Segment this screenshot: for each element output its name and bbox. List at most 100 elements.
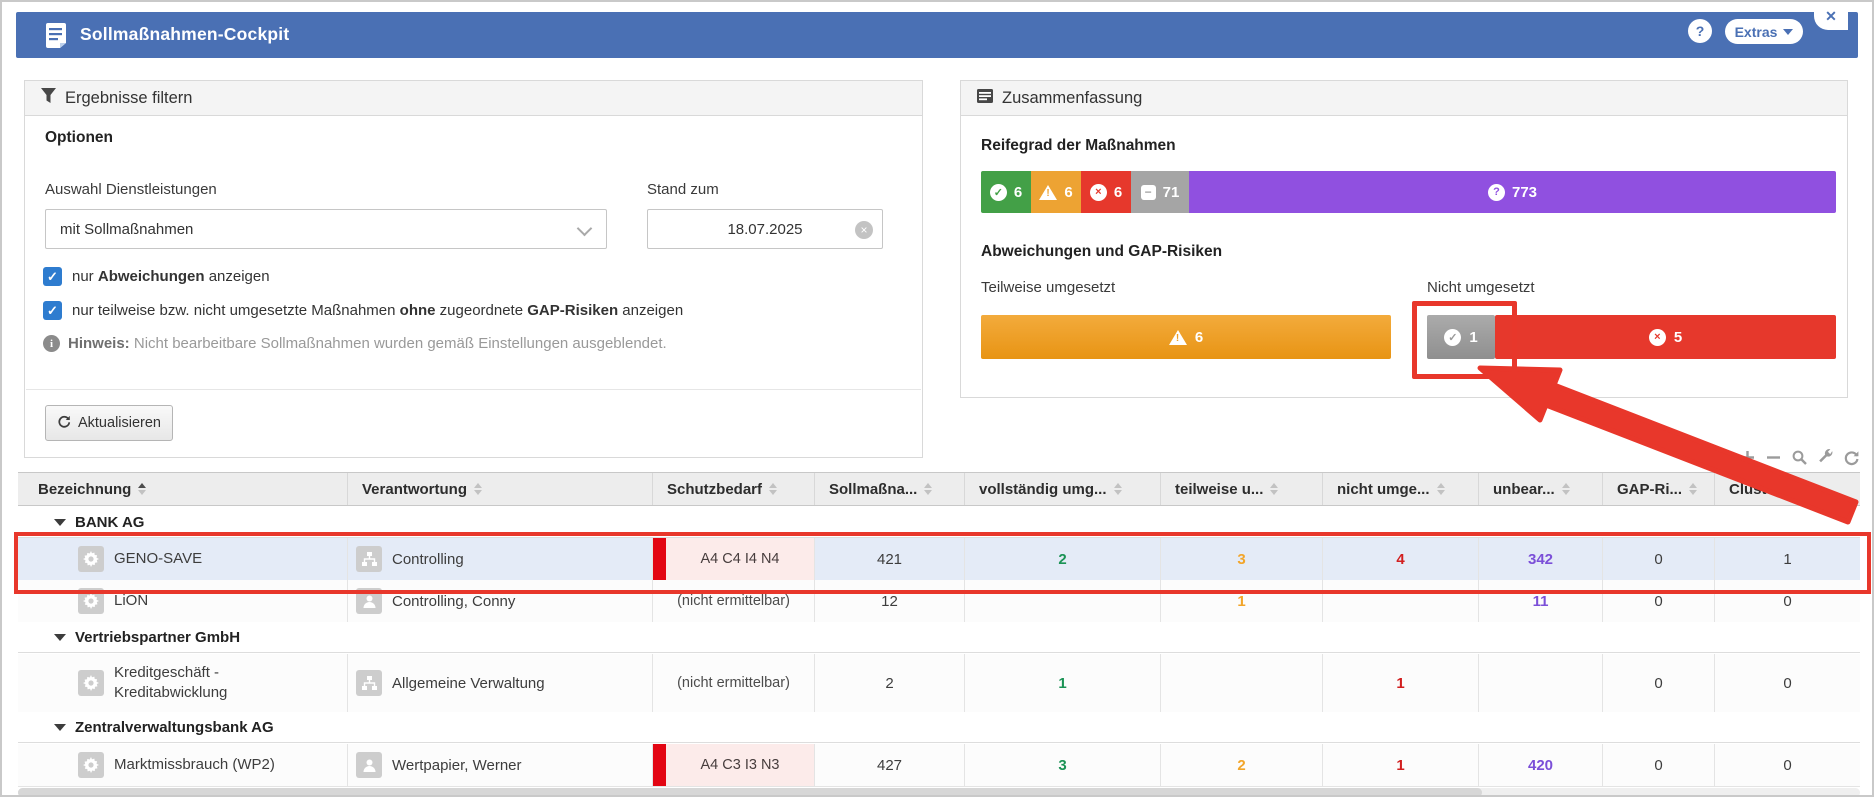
cell-gap-risiken: 0: [1602, 538, 1714, 580]
not-implemented-gray-button[interactable]: ✓ 1: [1427, 315, 1495, 359]
service-name: LiON: [114, 591, 149, 609]
cell-teilweise: 1: [1160, 580, 1322, 622]
group-row-zentralverwaltungsbank[interactable]: Zentralverwaltungsbank AG: [18, 712, 1860, 743]
filter-icon: [41, 88, 56, 108]
column-header-cluster[interactable]: Cluster-...: [1714, 473, 1860, 505]
cell-teilweise: [1160, 654, 1322, 712]
not-implemented-red-count: 5: [1673, 328, 1683, 346]
column-header-sollmassnahmen[interactable]: Sollmaßna...: [814, 473, 964, 505]
collapse-triangle-icon: [54, 633, 66, 641]
cell-nicht-umgesetzt: [1322, 580, 1478, 622]
warning-triangle-icon: !: [1039, 184, 1058, 200]
column-header-teilweise[interactable]: teilweise u...: [1160, 473, 1322, 505]
minus-icon[interactable]: [1765, 449, 1782, 466]
maturity-bar: ✓ 6 ! 6 × 6 − 71 ? 773: [981, 171, 1836, 213]
cell-gap-risiken: 0: [1602, 744, 1714, 786]
refresh-icon[interactable]: [1843, 449, 1860, 466]
cell-sollmassnahmen: 427: [814, 744, 964, 786]
service-name: GENO-SAVE: [114, 549, 203, 567]
sort-icon: [1689, 483, 1698, 495]
risk-strip: [653, 744, 666, 786]
maturity-partial-count: 6: [1064, 183, 1073, 201]
maturity-segment-partial[interactable]: ! 6: [1031, 171, 1081, 213]
collapse-triangle-icon: [54, 518, 66, 526]
not-implemented-gray-count: 1: [1469, 328, 1478, 346]
x-circle-icon: ×: [1089, 183, 1107, 201]
collapse-triangle-icon: [54, 723, 66, 731]
checkbox-checked-icon[interactable]: ✓: [43, 267, 62, 286]
service-name: Marktmissbrauch (WP2): [114, 755, 275, 773]
group-row-bank-ag[interactable]: BANK AG: [18, 507, 1860, 538]
filter-panel-header: Ergebnisse filtern: [25, 81, 922, 116]
wrench-icon[interactable]: [1817, 448, 1834, 466]
cell-unbearbeitet: [1478, 654, 1602, 712]
column-header-schutzbedarf[interactable]: Schutzbedarf: [652, 473, 814, 505]
close-button[interactable]: ✕: [1814, 2, 1848, 30]
service-select-value: mit Sollmaßnahmen: [60, 220, 194, 238]
refresh-button[interactable]: Aktualisieren: [45, 405, 173, 441]
gap-heading: Abweichungen und GAP-Risiken: [981, 243, 1223, 260]
cell-nicht-umgesetzt: 1: [1322, 654, 1478, 712]
maturity-segment-unprocessed[interactable]: ? 773: [1189, 171, 1836, 213]
responsible-name: Controlling: [392, 550, 464, 568]
chevron-down-icon: [1783, 28, 1794, 35]
date-field-label: Stand zum: [647, 181, 719, 198]
clear-date-icon[interactable]: ×: [855, 221, 873, 239]
table-row-marktmissbrauch[interactable]: Marktmissbrauch (WP2) Wertpapier, Werner…: [18, 744, 1860, 787]
checkbox-checked-icon[interactable]: ✓: [43, 301, 62, 320]
cell-teilweise: 2: [1160, 744, 1322, 786]
table-row-lion[interactable]: LiON Controlling, Conny (nicht ermittelb…: [18, 580, 1860, 623]
partial-count: 6: [1194, 328, 1204, 346]
table-row-geno-save[interactable]: GENO-SAVE Controlling A4 C4 I4 N4 421 2 …: [18, 538, 1860, 581]
summary-panel: Zusammenfassung Reifegrad der Maßnahmen …: [960, 80, 1848, 398]
partial-implemented-bar[interactable]: ! 6: [981, 315, 1391, 359]
plus-icon[interactable]: [1739, 449, 1756, 466]
sort-icon: [1561, 483, 1570, 495]
maturity-segment-complete[interactable]: ✓ 6: [981, 171, 1031, 213]
summary-icon: [977, 88, 993, 108]
cell-vollstaendig: 1: [964, 654, 1160, 712]
maturity-segment-not-implemented[interactable]: × 6: [1081, 171, 1131, 213]
date-input[interactable]: 18.07.2025 ×: [647, 209, 883, 249]
help-button[interactable]: ?: [1688, 19, 1712, 43]
checkbox-gap-risiken: ✓ nur teilweise bzw. nicht umgesetzte Ma…: [43, 301, 683, 320]
schutzbedarf-value: (nicht ermittelbar): [677, 675, 790, 691]
service-select[interactable]: mit Sollmaßnahmen: [45, 209, 607, 249]
cell-nicht-umgesetzt: 1: [1322, 744, 1478, 786]
cell-teilweise: 3: [1160, 538, 1322, 580]
org-chart-icon: [356, 546, 382, 572]
refresh-button-label: Aktualisieren: [77, 415, 161, 431]
column-header-gap-risiken[interactable]: GAP-Ri...: [1602, 473, 1714, 505]
column-header-verantwortung[interactable]: Verantwortung: [347, 473, 652, 505]
column-header-bezeichnung[interactable]: Bezeichnung: [18, 473, 347, 505]
schutzbedarf-flag: A4 C3 I3 N3: [653, 744, 814, 786]
column-header-nicht-umgesetzt[interactable]: nicht umge...: [1322, 473, 1478, 505]
scrollbar-thumb[interactable]: [18, 788, 1482, 795]
hint-row: i Hinweis: Nicht bearbeitbare Sollmaßnah…: [43, 335, 667, 352]
cell-gap-risiken: 0: [1602, 654, 1714, 712]
not-implemented-label: Nicht umgesetzt: [1427, 279, 1535, 296]
cell-sollmassnahmen: 2: [814, 654, 964, 712]
sort-icon: [474, 483, 483, 495]
extras-button[interactable]: Extras: [1725, 19, 1803, 44]
cell-unbearbeitet: 11: [1478, 580, 1602, 622]
table-row-kreditgeschaeft[interactable]: Kreditgeschäft - Kreditabwicklung Allgem…: [18, 654, 1860, 713]
minus-square-icon: −: [1140, 184, 1156, 200]
service-select-label: Auswahl Dienstleistungen: [45, 181, 217, 198]
not-implemented-red-bar[interactable]: × 5: [1495, 315, 1836, 359]
column-header-vollstaendig[interactable]: vollständig umg...: [964, 473, 1160, 505]
cell-vollstaendig: 2: [964, 538, 1160, 580]
service-name: Kreditgeschäft - Kreditabwicklung: [114, 663, 228, 701]
check-circle-icon: ✓: [1444, 328, 1462, 346]
horizontal-scrollbar[interactable]: [18, 788, 1860, 795]
page-title: Sollmaßnahmen-Cockpit: [80, 24, 290, 44]
risk-strip: [653, 538, 666, 580]
column-header-unbearbeitet[interactable]: unbear...: [1478, 473, 1602, 505]
cell-nicht-umgesetzt: 4: [1322, 538, 1478, 580]
table-header: Bezeichnung Verantwortung Schutzbedarf S…: [18, 472, 1860, 506]
group-row-vertriebspartner[interactable]: Vertriebspartner GmbH: [18, 622, 1860, 653]
search-icon[interactable]: [1791, 449, 1808, 466]
cell-sollmassnahmen: 12: [814, 580, 964, 622]
maturity-segment-excluded[interactable]: − 71: [1131, 171, 1189, 213]
maturity-unprocessed-count: 773: [1511, 183, 1538, 201]
